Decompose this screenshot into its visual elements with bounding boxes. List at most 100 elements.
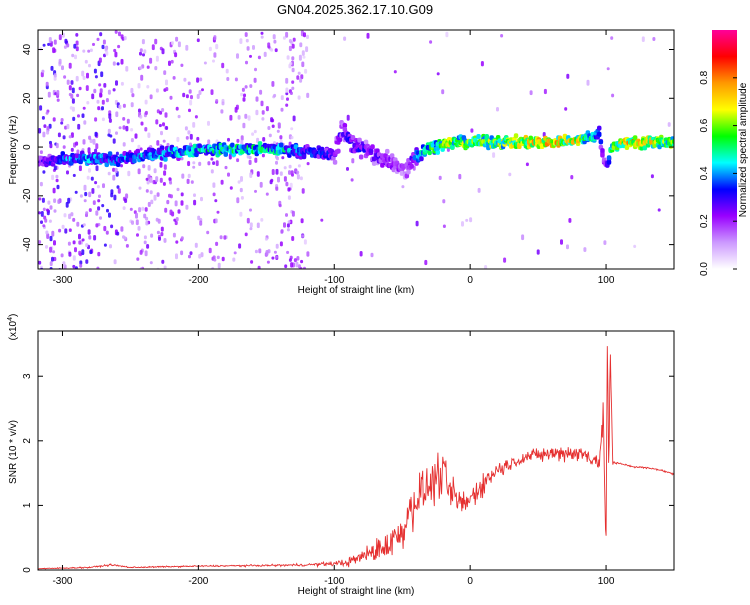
heatmap-cell: [337, 137, 343, 143]
heatmap-cell: [123, 36, 127, 41]
heatmap-cell: [268, 133, 272, 138]
heatmap-cell: [291, 43, 295, 49]
heatmap-cell: [221, 101, 225, 106]
heatmap-cell: [42, 43, 46, 47]
heatmap-cell: [285, 31, 289, 38]
heatmap-cell: [163, 238, 167, 243]
heatmap-cell: [261, 110, 265, 115]
heatmap-cell: [188, 89, 192, 94]
heatmap-cell: [99, 216, 102, 220]
heatmap-cell: [306, 34, 309, 39]
heatmap-cell: [144, 99, 148, 105]
heatmap-cell: [56, 90, 60, 96]
heatmap-cell: [306, 92, 310, 98]
heatmap-cell: [260, 31, 264, 35]
heatmap-cell: [214, 218, 218, 224]
heatmap-cell: [155, 88, 159, 93]
heatmap-cell: [461, 221, 464, 227]
heatmap-cell: [193, 193, 196, 197]
y-tick-label: 3: [22, 373, 33, 379]
heatmap-cell: [295, 261, 299, 268]
heatmap-cell: [145, 189, 149, 193]
heatmap-cell: [142, 164, 146, 169]
heatmap-cell: [154, 38, 158, 45]
heatmap-cell: [274, 255, 278, 259]
heatmap-cell: [78, 240, 82, 245]
heatmap-cell: [89, 249, 93, 255]
heatmap-cell: [106, 208, 109, 213]
heatmap-cell: [52, 117, 56, 122]
heatmap-cell: [220, 109, 224, 114]
heatmap-cell: [164, 207, 168, 213]
heatmap-cell: [606, 67, 610, 71]
heatmap-cell: [280, 229, 284, 234]
heatmap-cell: [139, 250, 143, 255]
heatmap-y-axis-label: Frequency (Hz): [8, 116, 19, 185]
heatmap-cell: [156, 230, 160, 235]
heatmap-cell: [254, 157, 258, 163]
heatmap-cell: [250, 260, 254, 264]
heatmap-cell: [120, 34, 124, 39]
heatmap-cell: [442, 199, 446, 204]
heatmap-cell: [442, 224, 446, 228]
heatmap-cell: [248, 159, 252, 165]
heatmap-cell: [177, 114, 181, 119]
heatmap-cell: [90, 176, 94, 181]
heatmap-cell: [256, 171, 260, 177]
heatmap-cell: [252, 45, 255, 50]
heatmap-cell: [138, 108, 141, 113]
heatmap-cell: [50, 65, 54, 71]
heatmap-cell: [109, 244, 112, 249]
heatmap-cell: [299, 176, 303, 181]
heatmap-cell: [96, 185, 100, 189]
heatmap-cell: [97, 106, 101, 111]
heatmap-cell: [196, 93, 200, 99]
heatmap-cell: [74, 247, 77, 253]
heatmap-cell: [88, 135, 92, 140]
heatmap-cell: [122, 117, 126, 121]
heatmap-cell: [66, 123, 70, 130]
heatmap-cell: [343, 36, 347, 41]
heatmap-cell: [78, 233, 81, 240]
heatmap-cell: [145, 220, 149, 226]
heatmap-cell: [105, 230, 109, 235]
x-tick-label: 100: [598, 275, 615, 286]
heatmap-cell: [74, 266, 78, 269]
heatmap-cell: [147, 165, 151, 171]
heatmap-cell: [291, 86, 295, 90]
heatmap-cell: [583, 247, 587, 252]
heatmap-cell: [244, 232, 248, 237]
heatmap-cell: [210, 169, 214, 174]
heatmap-cell: [212, 59, 215, 63]
heatmap-cell: [176, 187, 180, 192]
heatmap-cell: [156, 140, 160, 146]
heatmap-cell: [226, 77, 230, 81]
heatmap-cell: [275, 168, 279, 175]
heatmap-cell: [115, 131, 118, 135]
heatmap-cell: [632, 135, 638, 141]
heatmap-cell: [162, 139, 166, 143]
heatmap-cell: [194, 115, 198, 119]
heatmap-cell: [255, 96, 259, 102]
heatmap-cell: [306, 162, 310, 166]
heatmap-cell: [189, 133, 193, 140]
heatmap-cell: [284, 264, 288, 269]
heatmap-cell: [296, 170, 300, 175]
heatmap-cell: [102, 39, 106, 45]
heatmap-cell: [137, 168, 141, 175]
heatmap-cell: [249, 84, 253, 88]
heatmap-cell: [270, 178, 274, 183]
heatmap-cell: [117, 188, 121, 194]
snr-series-line: [38, 346, 674, 570]
heatmap-cell: [242, 97, 246, 102]
heatmap-cell: [242, 122, 246, 129]
heatmap-cell: [187, 173, 191, 179]
snr-x-ticks: -300 -200 -100 0 100: [52, 331, 615, 587]
heatmap-cell: [187, 81, 191, 86]
heatmap-cell: [79, 194, 83, 198]
heatmap-cell: [201, 88, 204, 92]
heatmap-cell: [624, 145, 630, 150]
heatmap-cell: [267, 126, 271, 130]
heatmap-cell: [85, 259, 89, 264]
heatmap-cell: [197, 215, 201, 221]
